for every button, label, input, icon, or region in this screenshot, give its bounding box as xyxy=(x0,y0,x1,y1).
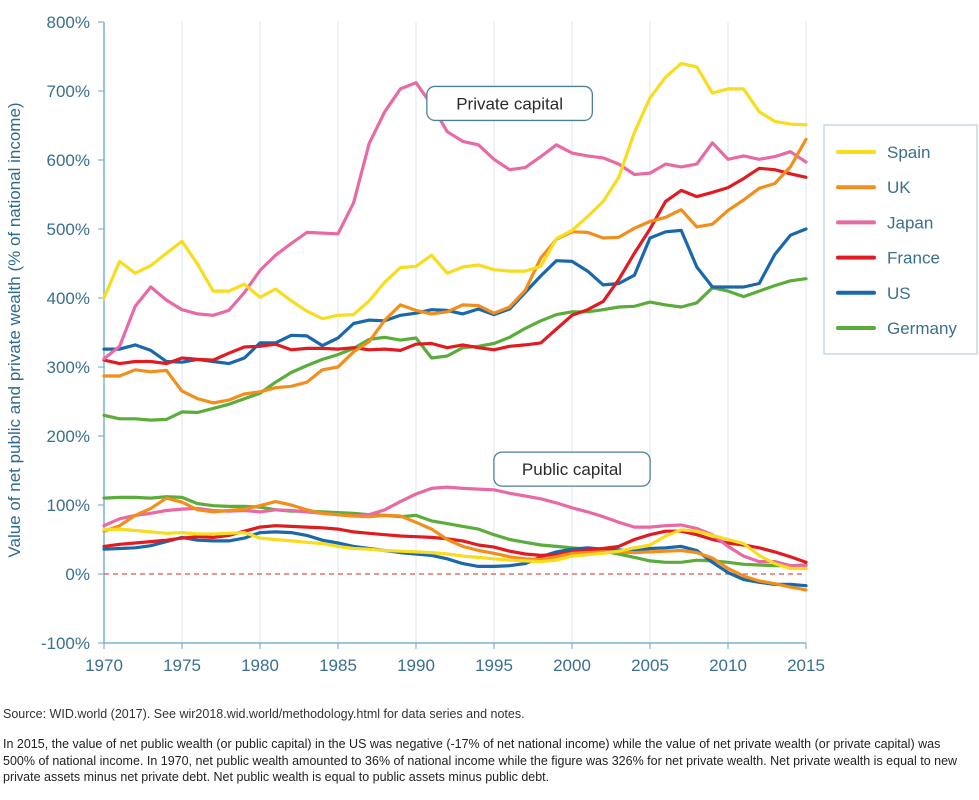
y-tick-label: 300% xyxy=(47,358,90,377)
x-tick-label: 1980 xyxy=(241,656,279,675)
x-tick-label: 1975 xyxy=(163,656,201,675)
x-tick-label: 1970 xyxy=(85,656,123,675)
y-axis-label: Value of net public and private wealth (… xyxy=(5,102,24,557)
x-tick-label: 1990 xyxy=(397,656,435,675)
annotation-text: Private capital xyxy=(456,94,563,113)
x-tick-label: 2000 xyxy=(553,656,591,675)
y-tick-label: 500% xyxy=(47,220,90,239)
description-note: In 2015, the value of net public wealth … xyxy=(3,737,958,784)
series-line-uk-public xyxy=(102,496,808,592)
legend-box xyxy=(823,124,978,355)
legend-label: Germany xyxy=(887,319,957,338)
annotation-box xyxy=(493,451,651,487)
y-tick-labels: -100% 0% 100% 200% 300% 400% 500% 600% 700% 800% xyxy=(41,13,104,653)
series-line-japan-private xyxy=(102,81,808,361)
y-tick-label: 800% xyxy=(47,13,90,32)
y-tick-label: -100% xyxy=(41,634,90,653)
annotations: Private capital Public capital xyxy=(426,85,651,487)
x-tick-label: 1985 xyxy=(319,656,357,675)
y-tick-label: 200% xyxy=(47,427,90,446)
series-line-us-public xyxy=(102,530,808,588)
annotation-public-capital: Public capital xyxy=(493,451,651,487)
legend-item-uk: UK xyxy=(836,178,911,197)
series-line-france-private xyxy=(102,166,808,366)
legend-label: Japan xyxy=(887,213,933,232)
x-tick-label: 2010 xyxy=(709,656,747,675)
y-tick-label: 0% xyxy=(65,565,90,584)
annotation-private-capital: Private capital xyxy=(426,85,594,122)
series-line-germany-public xyxy=(102,495,808,568)
legend-item-us: US xyxy=(836,284,911,303)
annotation-text: Public capital xyxy=(522,460,622,479)
legend: Spain UK Japan France US Germany xyxy=(823,124,978,355)
series-line-spain-public xyxy=(102,527,808,571)
series-line-uk-private xyxy=(102,137,808,405)
chart: -100%0%100%200%300%400%500%600%700%800% … xyxy=(5,13,978,675)
x-tick-labels: 1970 1975 1980 1985 1990 1995 2000 2005 2010 2015 xyxy=(85,643,825,675)
legend-label: Spain xyxy=(887,143,930,162)
series-line-france-public xyxy=(102,524,808,564)
legend-item-france: France xyxy=(836,249,940,268)
legend-label: France xyxy=(887,249,940,268)
y-tick-label: 600% xyxy=(47,151,90,170)
annotation-box xyxy=(426,85,594,122)
legend-item-spain: Spain xyxy=(836,143,930,162)
legend-item-japan: Japan xyxy=(836,213,933,232)
legend-label: UK xyxy=(887,178,911,197)
x-tick-label: 2005 xyxy=(631,656,669,675)
x-tick-label: 2015 xyxy=(787,656,825,675)
series-line-spain-private xyxy=(102,61,808,321)
legend-item-germany: Germany xyxy=(836,319,957,338)
y-tick-label: 400% xyxy=(47,289,90,308)
legend-label: US xyxy=(887,284,911,303)
series-lines xyxy=(102,61,808,592)
gridlines xyxy=(181,22,807,643)
source-note: Source: WID.world (2017). See wir2018.wi… xyxy=(3,707,525,721)
y-tick-label: 700% xyxy=(47,82,90,101)
series-line-germany-private xyxy=(102,277,808,422)
x-tick-label: 1995 xyxy=(475,656,513,675)
series-line-us-private xyxy=(102,227,808,366)
y-tick-label: 100% xyxy=(47,496,90,515)
